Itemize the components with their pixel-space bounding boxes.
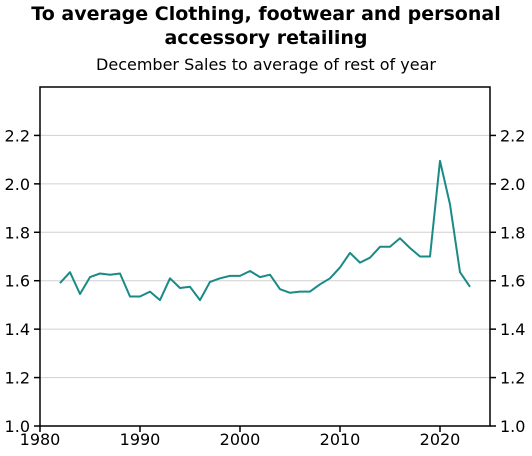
plot-frame [39, 86, 491, 427]
y-tick-label-left: 1.6 [5, 272, 30, 291]
chart-title: To average Clothing, footwear and person… [0, 2, 532, 50]
y-tick-label-left: 2.0 [5, 175, 30, 194]
x-tick-label: 1980 [20, 430, 61, 449]
y-tick-label-right: 1.6 [500, 272, 525, 291]
x-tick-label: 1990 [120, 430, 161, 449]
y-tick-label-right: 2.2 [500, 126, 525, 145]
y-tick-label-right: 1.8 [500, 223, 525, 242]
y-tick-label-left: 1.0 [5, 417, 30, 436]
axis-ticks [34, 134, 496, 432]
gridlines [40, 134, 490, 379]
x-tick-label: 2020 [420, 430, 461, 449]
y-tick-label-right: 1.4 [500, 320, 525, 339]
y-tick-label-left: 1.4 [5, 320, 30, 339]
y-tick-label-right: 2.0 [500, 175, 525, 194]
axis-labels: 1.0 1.0 1.2 1.2 1.4 1.4 1.6 1.6 1.8 1.8 2.0 2.0 2.2 2… [5, 126, 526, 449]
y-tick-label-left: 1.8 [5, 223, 30, 242]
y-tick-label-left: 2.2 [5, 126, 30, 145]
x-tick-label: 2000 [220, 430, 261, 449]
y-tick-label-right: 1.2 [500, 369, 525, 388]
chart-subtitle: December Sales to average of rest of yea… [96, 55, 436, 74]
x-tick-label: 2010 [320, 430, 361, 449]
series-line [59, 159, 471, 302]
y-tick-label-left: 1.2 [5, 369, 30, 388]
chart-title-line-1: To average Clothing, footwear and person… [31, 3, 501, 25]
y-tick-label-right: 1.0 [500, 417, 525, 436]
chart-title-line-2: accessory retailing [164, 27, 368, 49]
